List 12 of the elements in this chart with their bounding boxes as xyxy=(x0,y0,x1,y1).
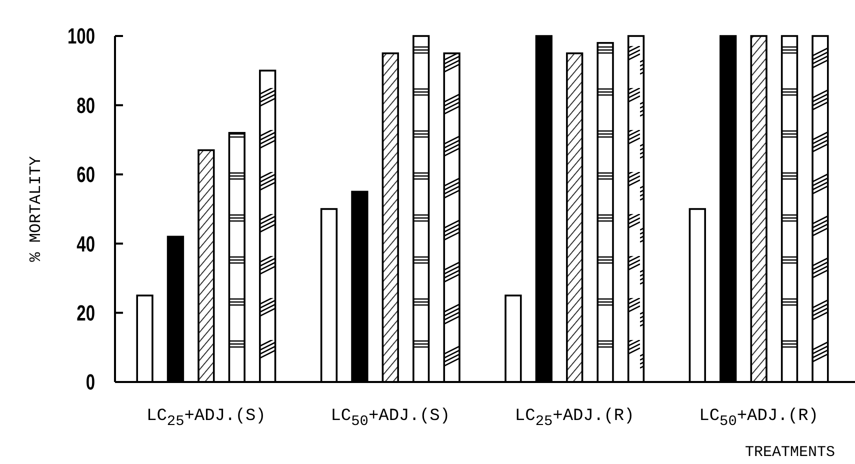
y-tick-label: 20 xyxy=(76,301,96,326)
y-tick-label: 100 xyxy=(67,24,96,50)
y-tick-label: 40 xyxy=(76,232,96,257)
x-axis-title: TREATMENTS xyxy=(744,444,836,461)
y-tick-label: 80 xyxy=(76,94,96,119)
x-tick-label: LC$_{25}$+ADJ.(S) xyxy=(146,407,266,430)
x-tick-label: LC$_{50}$+ADJ.(S) xyxy=(330,407,450,430)
y-tick-label: 0 xyxy=(86,370,96,396)
x-tick-label: LC$_{50}$+ADJ.(R) xyxy=(699,407,818,430)
x-tick-label: LC$_{25}$+ADJ.(R) xyxy=(514,407,634,430)
y-axis-title: % MORTALITY xyxy=(27,156,45,262)
y-tick-label: 60 xyxy=(76,162,96,188)
